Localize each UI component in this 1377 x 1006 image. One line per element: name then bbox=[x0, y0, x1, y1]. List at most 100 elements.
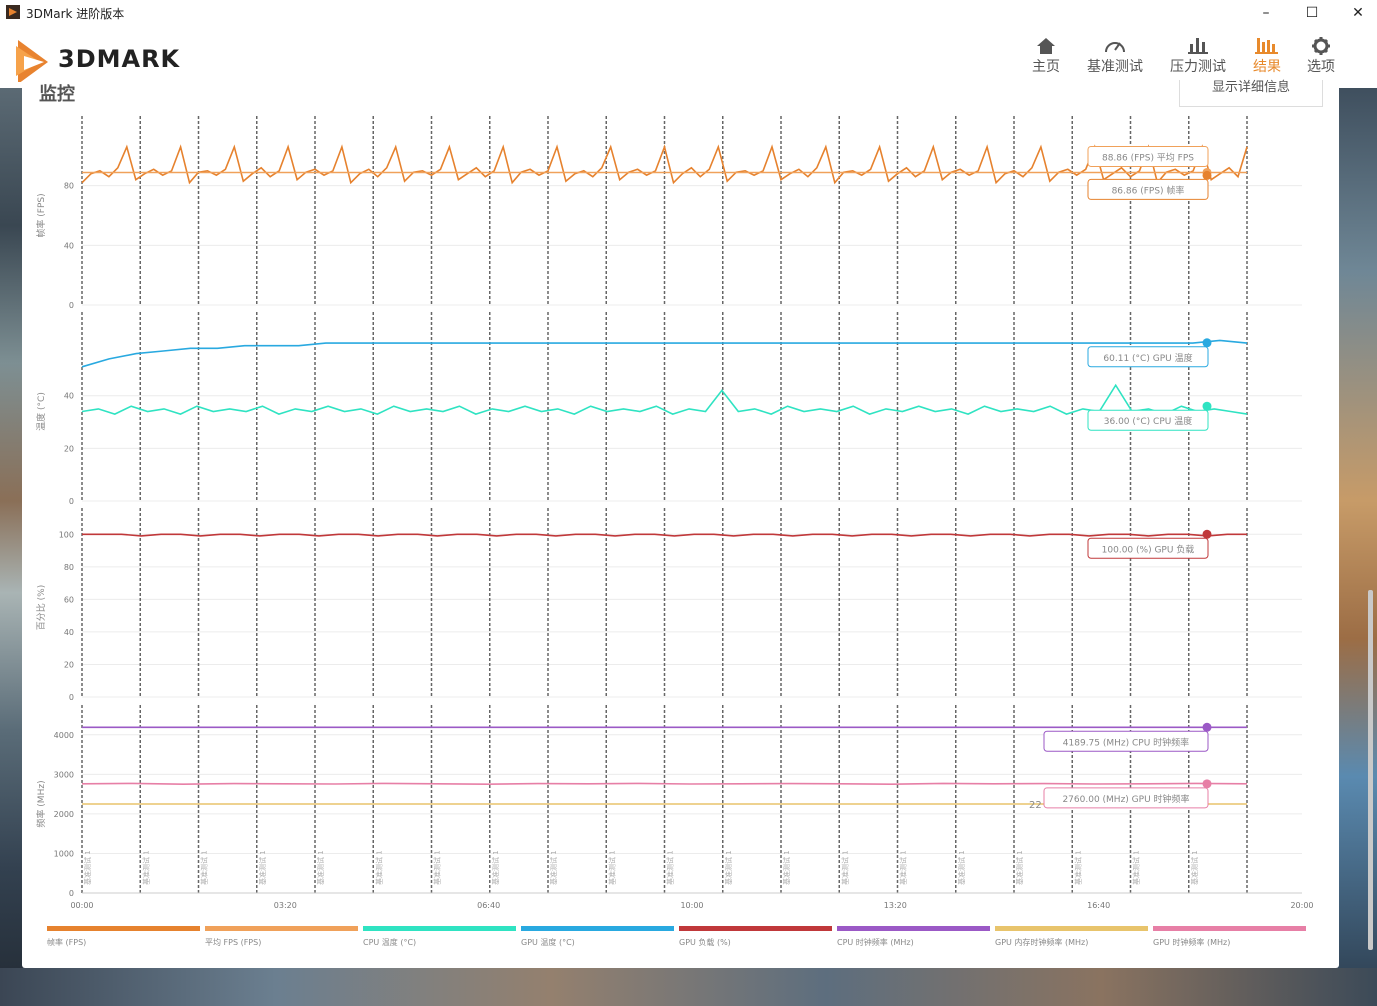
value-callout-text: 100.00 (%) GPU 负载 bbox=[1102, 543, 1195, 555]
value-callout-box bbox=[1087, 178, 1209, 200]
y-tick-label: 80 bbox=[64, 563, 74, 572]
app-header: 3DMARK 主页 基准测试 压力测试 结果 bbox=[0, 26, 1377, 88]
y-tick-label: 80 bbox=[64, 182, 74, 191]
legend-label: CPU 温度 (°C) bbox=[363, 937, 416, 947]
value-callout-box bbox=[1087, 145, 1209, 167]
show-details-button[interactable]: 显示详细信息 bbox=[1179, 80, 1323, 107]
value-callout-text: 36.00 (°C) CPU 温度 bbox=[1104, 415, 1192, 427]
partial-callout-text: 22 bbox=[1029, 800, 1042, 811]
x-tick-label: 03:20 bbox=[274, 901, 297, 910]
legend-swatch bbox=[1153, 926, 1306, 931]
loop-label: 基准测试 1 bbox=[433, 850, 442, 885]
value-callout-text: 86.86 (FPS) 帧率 bbox=[1112, 184, 1185, 196]
y-tick-label: 4000 bbox=[54, 731, 74, 740]
x-tick-label: 06:40 bbox=[477, 901, 500, 910]
y-tick-label: 20 bbox=[64, 444, 74, 453]
nav-options-label: 选项 bbox=[1307, 59, 1335, 75]
value-callout-box bbox=[1043, 730, 1209, 752]
3dmark-logo[interactable]: 3DMARK bbox=[14, 32, 214, 84]
x-tick-label: 16:40 bbox=[1087, 901, 1110, 910]
loop-label: 基准测试 1 bbox=[1015, 850, 1024, 885]
x-tick-label: 10:00 bbox=[680, 901, 703, 910]
loop-label: 基准测试 1 bbox=[957, 850, 966, 885]
legend-label: GPU 负载 (%) bbox=[679, 937, 731, 947]
value-callout-box bbox=[1087, 346, 1209, 368]
series-endpoint-marker bbox=[1202, 779, 1212, 789]
window-titlebar: 3DMark 进阶版本 – ☐ ✕ bbox=[0, 0, 1377, 26]
nav-home[interactable]: 主页 bbox=[1026, 30, 1066, 86]
nav-benchmarks[interactable]: 基准测试 bbox=[1083, 30, 1147, 86]
loop-label: 基准测试 1 bbox=[491, 850, 500, 885]
app-icon bbox=[6, 5, 20, 19]
logo-text: 3DMARK bbox=[58, 45, 181, 73]
legend-label: GPU 时钟频率 (MHz) bbox=[1153, 937, 1230, 947]
series-line bbox=[81, 339, 1248, 368]
y-axis-label: 帧率 (FPS) bbox=[35, 193, 47, 237]
y-tick-label: 0 bbox=[69, 889, 74, 898]
y-tick-label: 0 bbox=[69, 497, 74, 506]
scrollbar-thumb[interactable] bbox=[1368, 590, 1373, 950]
close-button[interactable]: ✕ bbox=[1352, 5, 1364, 21]
loop-label: 基准测试 1 bbox=[316, 850, 325, 885]
maximize-button[interactable]: ☐ bbox=[1305, 5, 1319, 21]
legend-swatch bbox=[363, 926, 516, 931]
legend-swatch bbox=[995, 926, 1148, 931]
nav-stress-tests-label: 压力测试 bbox=[1170, 59, 1226, 75]
y-tick-label: 40 bbox=[64, 628, 74, 637]
value-callout-box bbox=[1087, 537, 1209, 559]
loop-label: 基准测试 1 bbox=[899, 850, 908, 885]
monitoring-chart: 0 40 80 帧率 (FPS) 88.86 (FPS) 平均 FPS 86.86 (FP… bbox=[35, 116, 1314, 947]
y-tick-label: 0 bbox=[69, 301, 74, 310]
minimize-button[interactable]: – bbox=[1262, 5, 1270, 21]
y-tick-label: 40 bbox=[64, 241, 74, 250]
legend-swatch bbox=[521, 926, 674, 931]
value-callout-box bbox=[1087, 409, 1209, 431]
y-tick-label: 100 bbox=[59, 530, 74, 539]
panel-title: 监控 bbox=[39, 84, 75, 105]
loop-label: 基准测试 1 bbox=[666, 850, 675, 885]
legend-label: GPU 内存时钟频率 (MHz) bbox=[995, 937, 1088, 947]
bar-chart-icon bbox=[1188, 38, 1208, 54]
nav-results[interactable]: 结果 bbox=[1247, 30, 1287, 86]
loop-label: 基准测试 1 bbox=[200, 850, 209, 885]
loop-label: 基准测试 1 bbox=[840, 850, 849, 885]
legend-label: 帧率 (FPS) bbox=[47, 937, 86, 947]
series-line bbox=[82, 533, 1247, 537]
legend-label: 平均 FPS (FPS) bbox=[205, 937, 261, 947]
value-callout-text: 60.11 (°C) GPU 温度 bbox=[1103, 352, 1192, 364]
x-tick-label: 13:20 bbox=[884, 901, 907, 910]
loop-label: 基准测试 1 bbox=[374, 850, 383, 885]
series-line bbox=[81, 383, 1248, 415]
results-icon bbox=[1255, 38, 1278, 54]
y-tick-label: 0 bbox=[69, 693, 74, 702]
nav-results-label: 结果 bbox=[1253, 59, 1281, 75]
x-tick-label: 00:00 bbox=[70, 901, 93, 910]
y-axis-label: 频率 (MHz) bbox=[35, 780, 47, 827]
loop-label: 基准测试 1 bbox=[724, 850, 733, 885]
legend-label: GPU 温度 (°C) bbox=[521, 937, 575, 947]
loop-label: 基准测试 1 bbox=[1073, 850, 1082, 885]
loop-label: 基准测试 1 bbox=[1132, 850, 1141, 885]
value-callout-text: 4189.75 (MHz) CPU 时钟频率 bbox=[1063, 736, 1189, 748]
legend-swatch bbox=[837, 926, 990, 931]
series-endpoint-marker bbox=[1202, 170, 1212, 180]
nav-stress-tests[interactable]: 压力测试 bbox=[1166, 30, 1230, 86]
legend-label: CPU 时钟频率 (MHz) bbox=[837, 937, 914, 947]
loop-label: 基准测试 1 bbox=[83, 850, 92, 885]
legend-swatch bbox=[47, 926, 200, 931]
loop-label: 基准测试 1 bbox=[549, 850, 558, 885]
y-tick-label: 60 bbox=[64, 595, 74, 604]
y-axis-label: 温度 (°C) bbox=[35, 392, 47, 431]
nav-home-label: 主页 bbox=[1032, 59, 1060, 75]
y-tick-label: 3000 bbox=[54, 770, 74, 779]
background-art-left bbox=[0, 88, 22, 1006]
loop-label: 基准测试 1 bbox=[1190, 850, 1199, 885]
loop-label: 基准测试 1 bbox=[607, 850, 616, 885]
gauge-icon bbox=[1105, 42, 1125, 53]
series-endpoint-marker bbox=[1202, 529, 1212, 539]
series-endpoint-marker bbox=[1202, 722, 1212, 732]
nav-benchmarks-label: 基准测试 bbox=[1087, 59, 1143, 75]
y-axis-label: 百分比 (%) bbox=[35, 585, 47, 630]
loop-label: 基准测试 1 bbox=[141, 850, 150, 885]
nav-options[interactable]: 选项 bbox=[1301, 30, 1341, 86]
